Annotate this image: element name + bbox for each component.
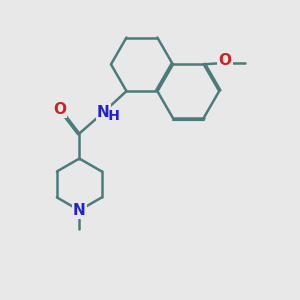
Text: O: O <box>53 102 66 117</box>
Text: N: N <box>97 105 110 120</box>
Text: N: N <box>73 203 86 218</box>
Text: O: O <box>218 53 231 68</box>
Text: ·H: ·H <box>103 109 120 123</box>
